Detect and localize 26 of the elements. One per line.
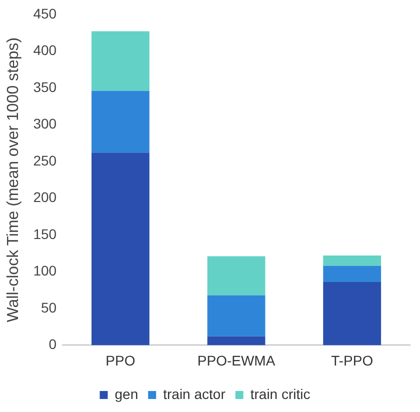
y-tick-label: 300 xyxy=(33,116,57,132)
bar xyxy=(92,31,150,91)
y-axis-title: Wall-clock Time (mean over 1000 steps) xyxy=(5,37,22,322)
y-tick-label: 50 xyxy=(40,299,57,316)
y-tick-label: 200 xyxy=(33,189,57,206)
bar xyxy=(323,266,382,282)
x-tick-label: PPO xyxy=(106,352,136,368)
y-tick-label: 150 xyxy=(33,226,57,242)
y-tick-label: 400 xyxy=(33,42,57,58)
bar xyxy=(207,256,266,296)
bar xyxy=(92,152,150,346)
y-tick-label: 350 xyxy=(33,78,57,95)
legend-label: train actor xyxy=(163,386,226,402)
x-tick-label: PPO-EWMA xyxy=(197,352,276,368)
legend-label: train critic xyxy=(250,386,310,402)
x-tick-label: T-PPO xyxy=(331,352,374,368)
y-tick-label: 100 xyxy=(33,262,57,279)
legend-label: gen xyxy=(114,386,138,402)
bar xyxy=(323,256,382,266)
bar xyxy=(92,90,150,153)
bar xyxy=(207,295,266,336)
y-tick-label: 250 xyxy=(33,152,57,168)
bar xyxy=(323,282,382,346)
y-tick-label: 450 xyxy=(33,5,57,22)
bar xyxy=(207,336,266,346)
y-tick-label: 0 xyxy=(48,336,57,352)
